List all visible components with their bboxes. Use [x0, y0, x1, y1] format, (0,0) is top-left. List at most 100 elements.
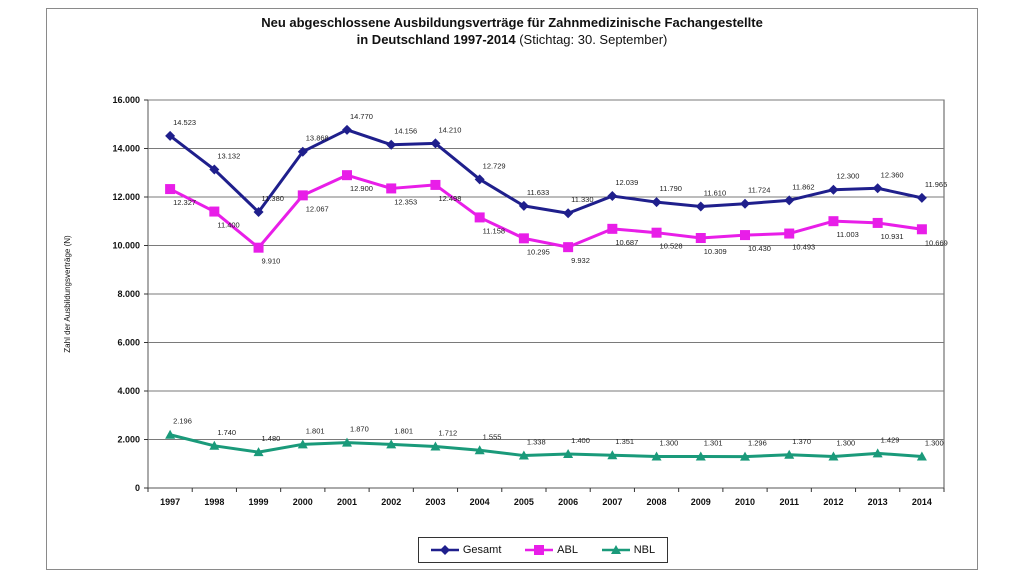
y-tick-label: 14.000: [112, 144, 140, 154]
x-axis-ticks: 1997 1998 1999 2000 2001 2002 2003 2004 2005 2006…: [147, 488, 945, 507]
data-label-nbl: 1.300: [836, 438, 855, 447]
series-line-nbl: [169, 433, 922, 459]
data-point-nbl: [430, 441, 441, 451]
data-label-nbl: 1.801: [394, 426, 413, 435]
legend-swatch-marker: [534, 545, 545, 555]
data-label-gesamt: 12.360: [881, 170, 904, 179]
data-label-abl: 10.669: [925, 238, 948, 247]
x-tick-label: 2014: [912, 497, 932, 507]
series-layer: 14.523 13.132 11.380 13.868 14.770 14.156 14.2…: [165, 112, 948, 461]
data-label-nbl: 1.555: [483, 432, 502, 441]
data-point-gesamt: [872, 183, 883, 194]
data-point-gesamt: [297, 146, 308, 157]
y-axis-ticks: 0 2.000 4.000 6.000 8.000 10.000 12.000 14.000 1…: [112, 95, 148, 493]
legend-swatch-abl: [525, 545, 554, 555]
data-point-gesamt: [518, 200, 529, 211]
data-label-gesamt: 14.770: [350, 112, 373, 121]
data-label-nbl: 1.351: [615, 437, 634, 446]
series-line-gesamt: [169, 128, 923, 215]
series-gesamt: 14.523 13.132 11.380 13.868 14.770 14.156 14.2…: [165, 112, 947, 219]
data-label-abl: 12.327: [173, 198, 196, 207]
data-point-abl: [872, 217, 883, 228]
data-point-abl: [474, 212, 485, 223]
data-point-nbl: [518, 450, 529, 460]
data-point-gesamt: [695, 201, 706, 212]
data-label-gesamt: 12.039: [615, 178, 638, 187]
data-point-gesamt: [165, 130, 176, 141]
y-tick-label: 8.000: [117, 289, 140, 299]
data-point-nbl: [740, 451, 750, 461]
chart-subtitle-main: in Deutschland 1997-2014: [356, 32, 516, 47]
data-label-abl: 10.687: [615, 238, 638, 247]
data-label-nbl: 1.801: [306, 426, 325, 435]
legend-label-abl: ABL: [557, 544, 578, 556]
data-label-nbl: 2.196: [173, 417, 192, 426]
x-tick-label: 1998: [204, 497, 224, 507]
data-label-gesamt: 12.729: [483, 161, 506, 170]
y-tick-label: 2.000: [117, 435, 140, 445]
data-point-abl: [784, 228, 795, 239]
data-label-gesamt: 11.330: [571, 195, 593, 204]
data-label-abl: 12.353: [394, 197, 417, 206]
data-label-gesamt: 11.965: [925, 180, 947, 189]
data-label-gesamt: 11.862: [792, 182, 814, 191]
data-point-abl: [828, 216, 839, 227]
legend-swatch-marker: [439, 545, 450, 555]
data-label-nbl: 1.429: [881, 435, 900, 444]
x-tick-label: 2002: [381, 497, 401, 507]
data-label-abl: 10.528: [660, 242, 683, 251]
data-point-gesamt: [342, 124, 352, 135]
y-tick-label: 16.000: [112, 95, 140, 105]
data-label-gesamt: 11.380: [262, 194, 284, 203]
data-point-abl: [740, 230, 750, 241]
data-point-gesamt: [607, 191, 618, 202]
data-label-abl: 9.910: [262, 257, 281, 266]
data-point-nbl: [342, 437, 352, 447]
data-point-abl: [916, 224, 927, 235]
legend-label-nbl: NBL: [633, 544, 656, 556]
data-point-gesamt: [563, 208, 574, 219]
data-label-gesamt: 14.523: [173, 118, 196, 127]
data-point-abl: [695, 233, 706, 244]
data-point-abl: [607, 223, 618, 234]
data-label-abl: 10.493: [792, 243, 815, 252]
data-label-gesamt: 11.610: [704, 188, 726, 197]
x-tick-label: 2012: [823, 497, 843, 507]
series-abl: 12.327 11.400 9.910 12.067 12.900 12.353 12.49…: [165, 170, 948, 266]
data-label-gesamt: 13.132: [217, 152, 240, 161]
y-tick-label: 10.000: [112, 241, 140, 251]
data-point-abl: [209, 206, 220, 217]
data-label-nbl: 1.480: [262, 434, 281, 443]
data-label-gesamt: 14.156: [394, 127, 417, 136]
x-tick-label: 2001: [337, 497, 357, 507]
data-point-gesamt: [209, 164, 220, 175]
x-tick-label: 1999: [249, 497, 269, 507]
data-point-gesamt: [386, 139, 397, 150]
legend: Gesamt ABL NBL: [418, 537, 668, 563]
data-label-abl: 10.295: [527, 247, 550, 256]
data-point-nbl: [297, 439, 308, 449]
chart-title: Neu abgeschlossene Ausbildungsverträge f…: [261, 15, 763, 30]
legend-label-gesamt: Gesamt: [462, 544, 502, 556]
data-point-nbl: [828, 451, 839, 461]
data-label-abl: 11.158: [483, 226, 505, 235]
data-label-nbl: 1.400: [571, 436, 590, 445]
data-point-gesamt: [916, 192, 927, 203]
y-tick-label: 12.000: [112, 192, 140, 202]
x-tick-label: 2003: [425, 497, 445, 507]
data-point-nbl: [784, 449, 795, 459]
data-label-nbl: 1.300: [925, 438, 944, 447]
chart-subtitle-note: (Stichtag: 30. September): [515, 32, 668, 47]
data-label-abl: 11.400: [217, 221, 239, 230]
data-label-nbl: 1.740: [217, 428, 236, 437]
legend-swatch-gesamt: [430, 545, 459, 555]
data-point-nbl: [872, 448, 883, 458]
data-label-gesamt: 11.724: [748, 186, 770, 195]
data-label-nbl: 1.296: [748, 439, 767, 448]
data-point-abl: [342, 170, 352, 181]
data-point-abl: [563, 242, 574, 253]
data-point-gesamt: [651, 197, 662, 208]
data-label-abl: 10.309: [704, 247, 727, 256]
x-tick-label: 2006: [558, 497, 578, 507]
y-tick-label: 0: [135, 483, 140, 493]
